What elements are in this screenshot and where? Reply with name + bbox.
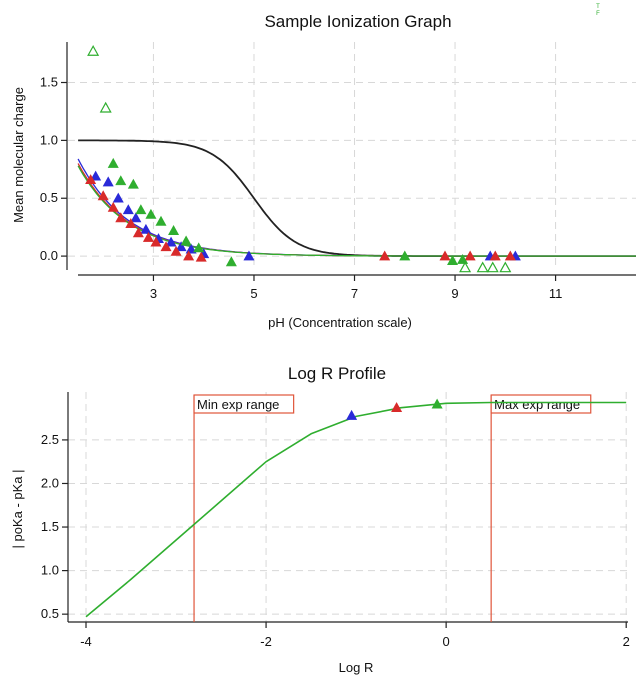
chart1-data-point bbox=[160, 241, 172, 252]
chart2-x-tick-label: -4 bbox=[80, 634, 92, 649]
chart2-y-tick-label: 2.0 bbox=[41, 475, 59, 490]
chart1-data-point bbox=[195, 251, 207, 262]
chart1-data-point bbox=[115, 212, 127, 223]
chart1-data-point bbox=[379, 250, 391, 261]
chart1-data-point bbox=[107, 201, 119, 212]
chart2-range-label: Min exp range bbox=[197, 397, 279, 412]
chart1-data-point bbox=[439, 250, 451, 261]
chart1-data-point bbox=[504, 250, 516, 261]
chart1-y-tick-label: 0.0 bbox=[40, 248, 58, 263]
chart1-data-point bbox=[155, 215, 167, 226]
chart1-data-point bbox=[115, 175, 127, 186]
chart1-data-point bbox=[464, 250, 476, 261]
chart2-data-point bbox=[391, 402, 403, 412]
chart1-corner-mark-bottom: F bbox=[596, 11, 600, 17]
chart1-data-point bbox=[142, 231, 154, 242]
chart1-data-point bbox=[112, 192, 124, 203]
chart2-data-point bbox=[431, 398, 443, 409]
chart1-data-point bbox=[107, 157, 119, 168]
chart1-data-point bbox=[180, 235, 192, 246]
chart1-x-tick-label: 3 bbox=[150, 286, 157, 301]
chart1-corner-mark-top: T bbox=[596, 4, 600, 10]
chart1-data-point bbox=[127, 178, 139, 189]
chart1-x-tick-label: 11 bbox=[549, 286, 563, 301]
chart1-data-point bbox=[170, 245, 182, 256]
chart2-range-label-box bbox=[193, 394, 295, 414]
chart1-x-tick-label: 7 bbox=[351, 286, 358, 301]
chart1-data-point bbox=[489, 250, 501, 261]
chart1-data-point bbox=[193, 242, 205, 253]
chart1-data-point bbox=[457, 253, 469, 264]
chart1-data-point bbox=[140, 223, 152, 234]
chart1-data-point bbox=[85, 174, 97, 185]
chart1-data-point bbox=[122, 204, 134, 215]
chart1-data-point bbox=[447, 255, 459, 266]
chart2-y-tick-label: 1.5 bbox=[41, 519, 59, 534]
chart1-x-tick-label: 5 bbox=[250, 286, 257, 301]
chart1-data-point bbox=[135, 204, 147, 215]
chart1-axes bbox=[61, 42, 636, 281]
chart2-y-tick-label: 1.0 bbox=[41, 563, 59, 578]
chart2-x-tick-label: 0 bbox=[443, 634, 450, 649]
chart1-data-point bbox=[243, 250, 255, 261]
chart1-data-point bbox=[476, 261, 489, 273]
chart2-axes bbox=[62, 392, 628, 628]
chart2-x-axis-label: Log R bbox=[339, 660, 374, 675]
chart2-range-label: Max exp range bbox=[494, 397, 580, 412]
chart2-exp-ranges: Min exp range Max exp range bbox=[193, 394, 592, 622]
chart1-data-point bbox=[99, 101, 112, 113]
chart1-points bbox=[85, 45, 521, 273]
chart1-x-axis-label: pH (Concentration scale) bbox=[268, 315, 412, 330]
chart1-y-tick-label: 1.0 bbox=[40, 132, 58, 147]
chart2-range-label-box bbox=[490, 394, 592, 414]
chart1-data-point bbox=[225, 256, 237, 267]
chart1-data-point bbox=[125, 218, 137, 229]
chart2-y-axis-label: | poKa - pKa | bbox=[10, 469, 25, 548]
chart1-data-point bbox=[130, 212, 142, 223]
chart1-tick-labels: 3 5 7 9 11 0.0 0.5 1.0 1.5 bbox=[40, 75, 562, 301]
chart1-data-point bbox=[499, 261, 512, 273]
chart1-corner-marks: T F bbox=[596, 4, 600, 17]
chart2-x-tick-label: -2 bbox=[260, 634, 272, 649]
chart2-data-point bbox=[346, 409, 358, 420]
chart1-data-point bbox=[165, 236, 177, 247]
chart1-data-point bbox=[102, 176, 114, 187]
chart2-grid bbox=[68, 392, 628, 622]
chart2-points bbox=[346, 398, 443, 420]
chart1-data-point bbox=[145, 208, 157, 219]
chart2-profile-line bbox=[85, 401, 627, 618]
chart2-y-tick-label: 2.5 bbox=[41, 432, 59, 447]
chart1-data-point bbox=[97, 190, 109, 201]
chart1-y-axis-label: Mean molecular charge bbox=[11, 87, 26, 223]
chart1-data-point bbox=[90, 170, 102, 181]
chart2-x-tick-label: 2 bbox=[623, 634, 630, 649]
chart1-data-point bbox=[399, 250, 411, 261]
chart2-y-tick-label: 0.5 bbox=[41, 606, 59, 621]
chart1-data-point bbox=[486, 261, 499, 273]
chart1-data-point bbox=[168, 225, 180, 235]
chart1-y-tick-label: 0.5 bbox=[40, 190, 58, 205]
chart1-data-point bbox=[87, 45, 100, 56]
chart2-tick-labels: -4 -2 0 2 0.5 1.0 1.5 2.0 2.5 bbox=[41, 432, 630, 649]
chart1-data-point bbox=[175, 241, 187, 252]
chart1-title: Sample Ionization Graph bbox=[264, 12, 451, 31]
chart1-data-point bbox=[150, 236, 162, 247]
chart1-x-tick-label: 9 bbox=[451, 286, 458, 301]
chart1-data-point bbox=[183, 250, 195, 261]
chart1-y-tick-label: 1.5 bbox=[40, 75, 58, 90]
chart1-data-point bbox=[459, 261, 472, 273]
chart1-data-point bbox=[132, 227, 144, 238]
chart2-title: Log R Profile bbox=[288, 364, 386, 383]
chart2-line bbox=[85, 401, 627, 618]
